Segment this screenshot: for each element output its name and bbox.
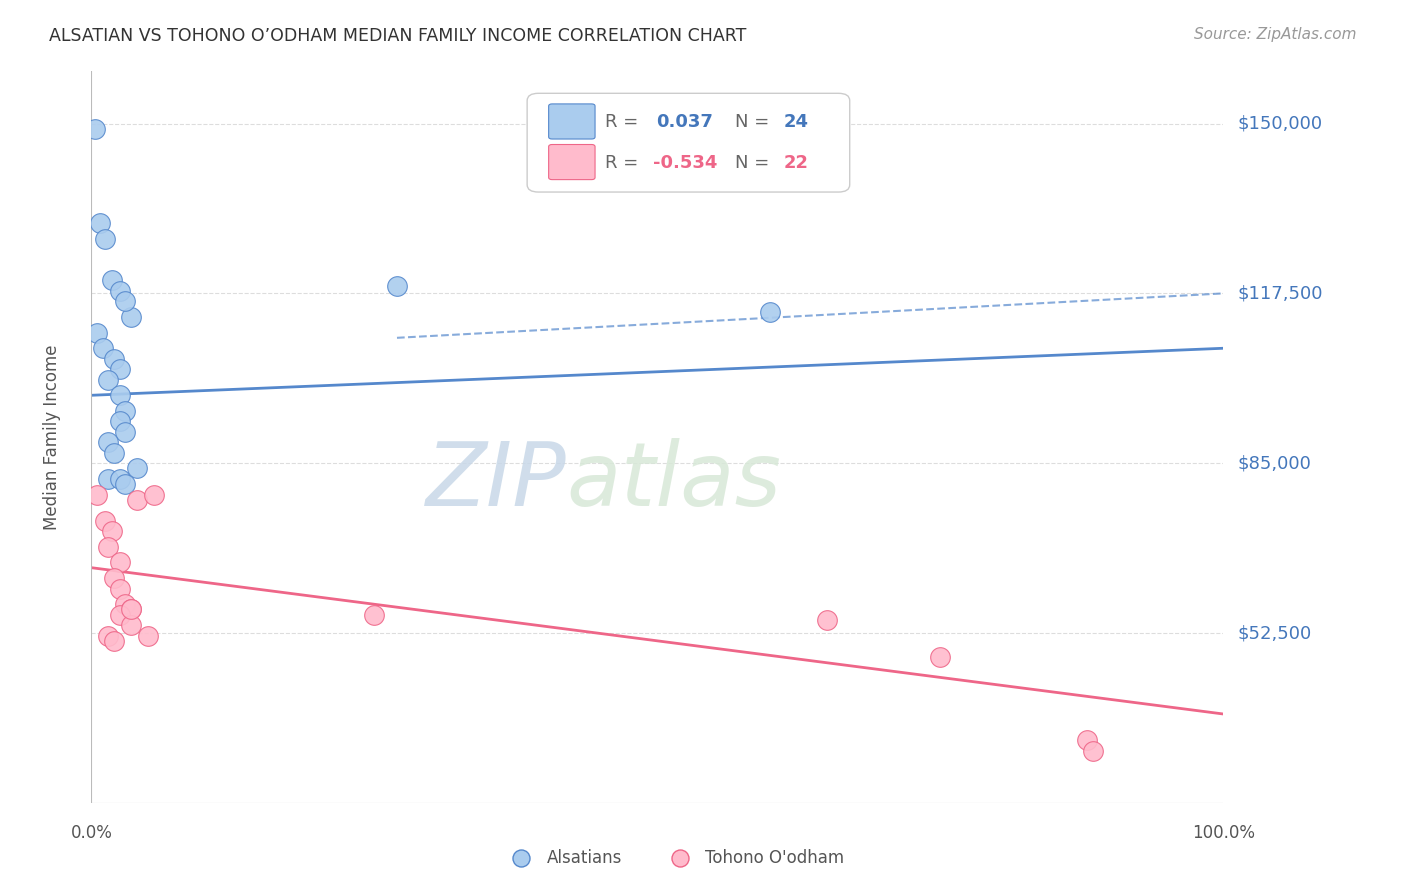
Point bbox=[100, 524, 122, 538]
FancyBboxPatch shape bbox=[527, 94, 849, 192]
Point bbox=[136, 629, 159, 643]
Text: 100.0%: 100.0% bbox=[1192, 823, 1254, 842]
Text: Source: ZipAtlas.com: Source: ZipAtlas.com bbox=[1194, 27, 1357, 42]
Text: ALSATIAN VS TOHONO O’ODHAM MEDIAN FAMILY INCOME CORRELATION CHART: ALSATIAN VS TOHONO O’ODHAM MEDIAN FAMILY… bbox=[49, 27, 747, 45]
Point bbox=[83, 121, 105, 136]
Point bbox=[142, 487, 165, 501]
Text: R =: R = bbox=[605, 153, 644, 172]
Point bbox=[108, 582, 131, 596]
Point bbox=[97, 540, 120, 554]
Point bbox=[108, 414, 131, 428]
Point bbox=[929, 649, 952, 664]
Point bbox=[103, 571, 125, 585]
Text: 22: 22 bbox=[785, 153, 808, 172]
Point bbox=[120, 310, 142, 324]
Point bbox=[114, 597, 136, 611]
Text: $52,500: $52,500 bbox=[1237, 624, 1312, 642]
Text: atlas: atlas bbox=[567, 438, 782, 524]
Point bbox=[385, 278, 408, 293]
Text: Median Family Income: Median Family Income bbox=[42, 344, 60, 530]
Point bbox=[94, 231, 117, 245]
Point bbox=[108, 284, 131, 298]
Point bbox=[94, 514, 117, 528]
Point bbox=[363, 607, 385, 622]
Point bbox=[89, 216, 111, 230]
Text: 0.037: 0.037 bbox=[657, 113, 713, 131]
Point bbox=[108, 607, 131, 622]
FancyBboxPatch shape bbox=[548, 103, 595, 139]
Point bbox=[1076, 733, 1098, 747]
Point bbox=[120, 602, 142, 616]
Point bbox=[108, 388, 131, 402]
Text: R =: R = bbox=[605, 113, 644, 131]
Point bbox=[97, 373, 120, 387]
Point bbox=[86, 326, 108, 340]
Point bbox=[103, 633, 125, 648]
Point bbox=[86, 487, 108, 501]
Point bbox=[815, 613, 838, 627]
Point bbox=[120, 618, 142, 632]
Point bbox=[759, 304, 782, 318]
Point bbox=[100, 273, 122, 287]
Text: ZIP: ZIP bbox=[426, 438, 567, 524]
Point bbox=[91, 341, 114, 355]
Point bbox=[125, 492, 148, 507]
Text: 24: 24 bbox=[785, 113, 808, 131]
Point bbox=[108, 556, 131, 570]
Text: N =: N = bbox=[735, 113, 775, 131]
Point bbox=[114, 425, 136, 439]
Point bbox=[108, 362, 131, 376]
Text: N =: N = bbox=[735, 153, 775, 172]
Point bbox=[103, 446, 125, 460]
Point bbox=[103, 351, 125, 366]
Point bbox=[114, 477, 136, 491]
Text: -0.534: -0.534 bbox=[652, 153, 717, 172]
Text: Alsatians: Alsatians bbox=[547, 848, 621, 867]
Text: Tohono O'odham: Tohono O'odham bbox=[704, 848, 844, 867]
Text: $150,000: $150,000 bbox=[1237, 114, 1322, 133]
Text: $85,000: $85,000 bbox=[1237, 454, 1310, 472]
Point bbox=[97, 435, 120, 450]
Point bbox=[97, 629, 120, 643]
FancyBboxPatch shape bbox=[548, 145, 595, 179]
Point bbox=[108, 472, 131, 486]
Point bbox=[120, 602, 142, 616]
Text: 0.0%: 0.0% bbox=[70, 823, 112, 842]
Text: $117,500: $117,500 bbox=[1237, 285, 1323, 302]
Point bbox=[114, 294, 136, 309]
Point bbox=[114, 404, 136, 418]
Point bbox=[125, 461, 148, 475]
Point bbox=[1081, 743, 1104, 757]
Point bbox=[97, 472, 120, 486]
